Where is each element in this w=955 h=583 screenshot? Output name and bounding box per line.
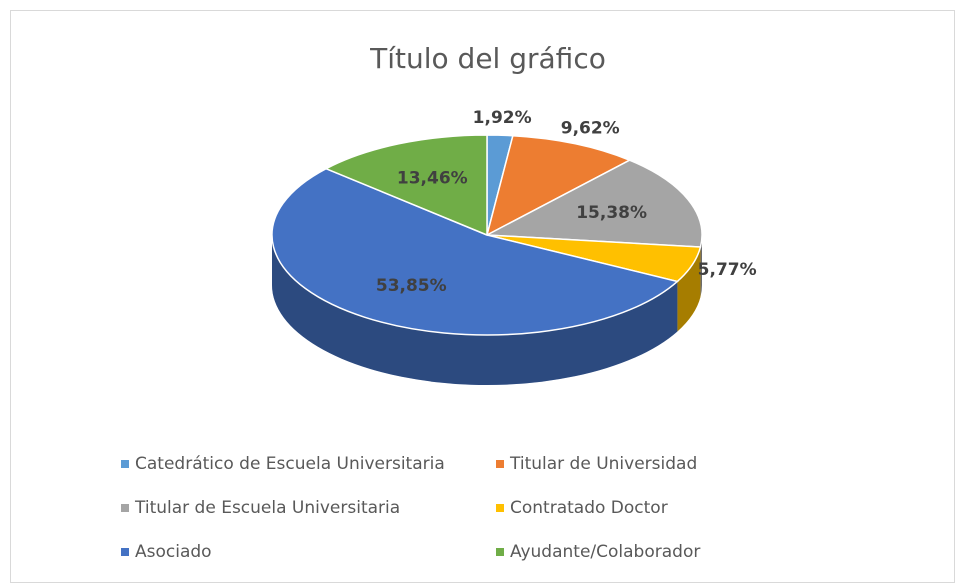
slice-side xyxy=(677,247,701,332)
data-label: 15,38% xyxy=(576,203,647,223)
slice-side xyxy=(272,235,678,385)
legend-label: Contratado Doctor xyxy=(510,498,668,518)
slice xyxy=(484,159,703,248)
slice-side-shade xyxy=(272,235,678,385)
slice xyxy=(271,167,679,336)
data-label: 9,62% xyxy=(561,118,620,138)
legend-label: Catedrático de Escuela Universitaria xyxy=(135,454,445,474)
legend-label: Titular de Escuela Universitaria xyxy=(134,498,400,518)
data-label: 5,77% xyxy=(698,260,757,280)
slice-side-shade xyxy=(677,247,701,332)
legend-swatch xyxy=(121,548,129,556)
slice xyxy=(485,134,632,237)
legend-swatch xyxy=(496,504,504,512)
data-label: 53,85% xyxy=(376,276,447,296)
legend-label: Ayudante/Colaborador xyxy=(510,542,700,562)
chart-title: Título del gráfico xyxy=(369,42,606,75)
slice-side-shade xyxy=(700,235,702,298)
data-label: 1,92% xyxy=(473,108,532,128)
slice-side xyxy=(700,235,702,298)
slice xyxy=(324,134,488,237)
legend-label: Titular de Universidad xyxy=(509,454,697,474)
data-label: 13,46% xyxy=(397,168,468,188)
legend-swatch xyxy=(496,548,504,556)
legend-swatch xyxy=(121,504,129,512)
legend-label: Asociado xyxy=(135,542,212,562)
legend-swatch xyxy=(121,460,129,468)
legend-swatch xyxy=(496,460,504,468)
